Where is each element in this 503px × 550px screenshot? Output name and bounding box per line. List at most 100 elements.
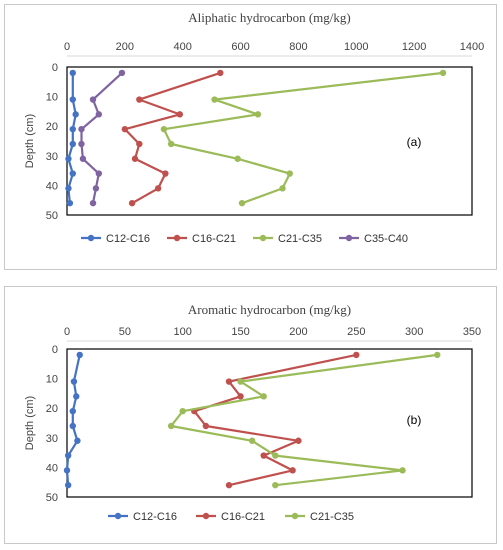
x-tick-label: 150 [231,326,249,338]
series-c16-c21 [191,351,360,489]
y-tick-label: 40 [46,462,58,474]
x-tick-label: 1000 [344,41,368,53]
chart-b-svg: Aromatic hydrocarbon (mg/kg)0 50 100 150 200… [24,302,481,523]
data-point [69,140,76,148]
data-point [254,111,262,118]
legend-label: C12-C16 [106,233,150,245]
data-point [279,185,286,192]
data-point [260,393,267,400]
legend-swatch-marker [202,512,210,520]
data-point [289,467,296,474]
x-tick-label: 100 [174,326,192,338]
panel-annotation: (a) [407,135,422,149]
data-point [160,125,168,133]
data-point [234,155,241,162]
x-tick-label: 800 [289,41,307,53]
legend-label: C12-C16 [133,511,177,523]
data-point [272,481,279,489]
x-tick-label: 1400 [460,41,484,53]
data-point [154,185,162,192]
legend-swatch-marker [87,234,95,242]
data-point [121,125,129,133]
data-point [89,96,97,103]
data-point [69,69,76,77]
data-point [78,140,85,148]
data-point [76,351,83,359]
data-point [248,437,256,444]
data-point [64,452,72,459]
legend-item: C21-C35 [285,511,354,523]
data-point [79,155,87,162]
legend-swatch-marker [173,234,181,242]
data-point [211,96,218,103]
x-tick-label: 350 [463,326,481,338]
chart-title: Aliphatic hydrocarbon (mg/kg) [188,10,350,25]
data-point [217,69,224,77]
series-line [80,72,123,204]
x-tick-label: 200 [116,41,134,53]
series-line [170,353,438,487]
data-point [78,125,85,133]
data-point [225,378,233,385]
data-point [272,452,279,459]
data-point [202,422,210,430]
legend-label: C21-C35 [310,511,354,523]
data-point [439,69,447,77]
data-point [65,185,72,192]
series-line [123,71,221,205]
data-point [63,467,71,474]
x-tick-label: 0 [64,41,70,53]
data-point [64,481,72,489]
data-point [118,69,126,77]
data-point [72,111,79,118]
y-tick-label: 30 [46,151,58,163]
data-point [95,111,103,118]
series-line [65,354,81,486]
data-point [65,155,72,162]
data-point [176,111,184,118]
x-tick-label: 250 [347,326,365,338]
legend-label: C16-C21 [221,511,265,523]
data-point [128,199,136,207]
legend-swatch-marker [291,512,299,520]
chart-a-svg: Aliphatic hydrocarbon (mg/kg) 0 200 400 600 8… [24,10,484,245]
y-tick-label: 50 [46,210,58,222]
data-point [353,351,360,359]
data-point [179,407,186,415]
y-tick-label: 30 [46,433,58,445]
series-c35-c40 [78,69,126,207]
data-point [237,378,244,385]
y-tick-label: 0 [52,344,58,356]
x-tick-label: 400 [174,41,192,53]
series-line [193,353,357,487]
data-point [70,378,78,385]
chart-title: Aromatic hydrocarbon (mg/kg) [188,302,351,317]
x-tick-label: 50 [119,326,131,338]
plot-area [66,66,473,216]
data-point [69,407,76,415]
data-point [286,170,293,177]
data-point [136,140,143,148]
data-point [66,199,74,207]
legend-label: C35-C40 [364,233,408,245]
data-point [73,393,80,400]
y-tick-label: 10 [46,374,58,386]
series-c21-c35 [167,351,441,489]
y-tick-label: 40 [46,180,58,192]
data-point [95,170,103,177]
legend-item: C12-C16 [81,233,150,245]
plot-area [66,348,473,498]
y-axis-label: Depth (cm) [24,396,36,450]
y-axis-label: Depth (cm) [24,114,36,168]
legend-item: C12-C16 [108,511,177,523]
series-c12-c16 [65,69,79,207]
data-point [167,422,175,430]
x-tick-label: 300 [405,326,423,338]
data-point [237,393,244,400]
x-tick-label: 600 [231,41,249,53]
series-line [67,72,77,204]
data-point [92,185,100,192]
data-point [238,199,246,207]
y-tick-label: 20 [46,403,58,415]
data-point [69,125,76,133]
